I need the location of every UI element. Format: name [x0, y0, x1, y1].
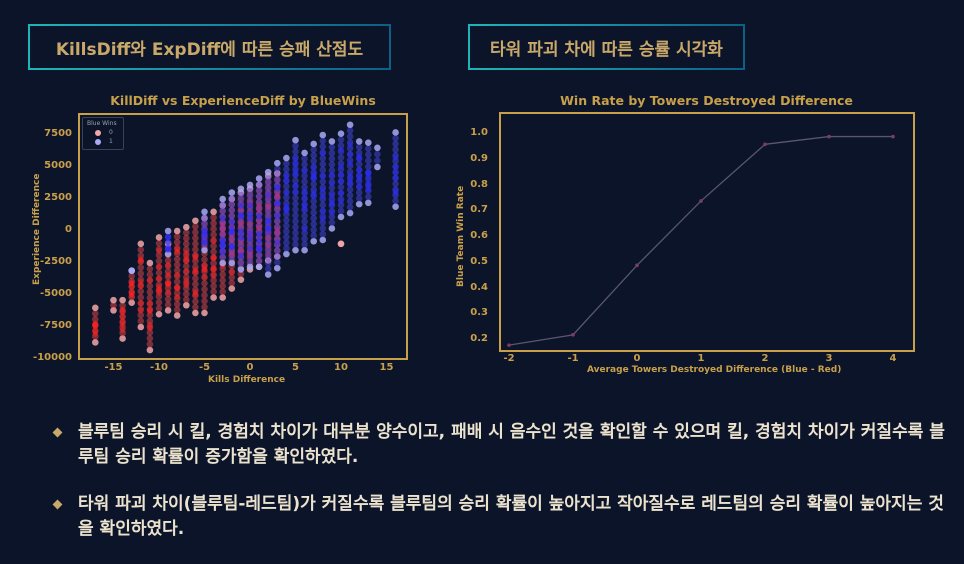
tick-label: 0.6	[470, 230, 488, 241]
tick-label: 0.2	[470, 333, 488, 344]
tick-label: -2	[503, 353, 515, 364]
tick-label: 1	[697, 353, 705, 364]
tick-label: 2500	[44, 192, 72, 203]
tick-label: 15	[379, 362, 394, 373]
tower-section-title: 타워 파괴 차에 따른 승률 시각화	[468, 24, 745, 70]
legend-dot-win	[95, 138, 101, 145]
legend-entry-1: 1	[95, 138, 119, 145]
scatter-section-title: KillsDiff와 ExpDiff에 따른 승패 산점도	[28, 24, 391, 70]
tick-label: 5000	[44, 160, 72, 171]
scatter-plot-area	[78, 113, 408, 360]
tick-label: 1.0	[470, 127, 488, 138]
tick-label: -7500	[40, 320, 72, 331]
tick-label: 2	[761, 353, 769, 364]
tick-label: 10	[334, 362, 348, 373]
diamond-bullet-icon	[52, 499, 63, 510]
tick-label: -5000	[40, 288, 72, 299]
tick-label: 0.4	[470, 281, 488, 293]
scatter-x-label: Kills Difference	[208, 375, 286, 385]
findings-list: 블루팀 승리 시 킬, 경험치 차이가 대부분 양수이고, 패배 시 음수인 것…	[48, 420, 948, 564]
tick-label: 7500	[44, 128, 72, 139]
tick-label: 0.7	[470, 204, 488, 216]
tick-label: 0	[633, 353, 641, 364]
tick-label: 0	[246, 362, 254, 373]
diamond-bullet-icon	[52, 427, 63, 438]
tick-label: -1	[567, 353, 579, 364]
tick-label: -5	[198, 362, 211, 373]
scatter-legend: Blue Wins 0 1	[82, 117, 124, 150]
tick-label: 5	[292, 362, 299, 373]
tick-label: 0.9	[470, 152, 488, 164]
line-x-label: Average Towers Destroyed Difference (Blu…	[587, 365, 842, 375]
finding-item: 타워 파괴 차이(블루팀-레드팀)가 커질수록 블루팀의 승리 확률이 높아지고…	[48, 492, 948, 542]
tick-label: 0.5	[470, 255, 488, 267]
legend-dot-loss	[95, 129, 101, 136]
finding-item: 블루팀 승리 시 킬, 경험치 차이가 대부분 양수이고, 패배 시 음수인 것…	[48, 420, 948, 470]
tick-label: -2500	[40, 256, 72, 267]
scatter-section-title-text: KillsDiff와 ExpDiff에 따른 승패 산점도	[55, 39, 364, 60]
finding-text: 타워 파괴 차이(블루팀-레드팀)가 커질수록 블루팀의 승리 확률이 높아지고…	[78, 494, 944, 539]
tower-section-title-text: 타워 파괴 차에 따른 승률 시각화	[490, 39, 723, 60]
tick-label: -10	[149, 362, 169, 373]
line-chart-title: Win Rate by Towers Destroyed Difference	[560, 93, 853, 108]
tick-label: 4	[889, 353, 897, 364]
tick-label: -15	[104, 362, 123, 373]
finding-text: 블루팀 승리 시 킬, 경험치 차이가 대부분 양수이고, 패배 시 음수인 것…	[78, 422, 945, 467]
tick-label: -10000	[33, 352, 72, 363]
line-plot-area	[499, 112, 915, 352]
tick-label: 0.8	[470, 178, 488, 190]
legend-entry-0: 0	[95, 129, 119, 136]
tick-label: 0.3	[470, 307, 488, 319]
legend-title: Blue Wins	[87, 120, 117, 127]
scatter-chart-title: KillDiff vs ExperienceDiff by BlueWins	[110, 93, 376, 108]
tick-label: 0	[65, 224, 72, 235]
tick-label: 3	[825, 353, 833, 364]
